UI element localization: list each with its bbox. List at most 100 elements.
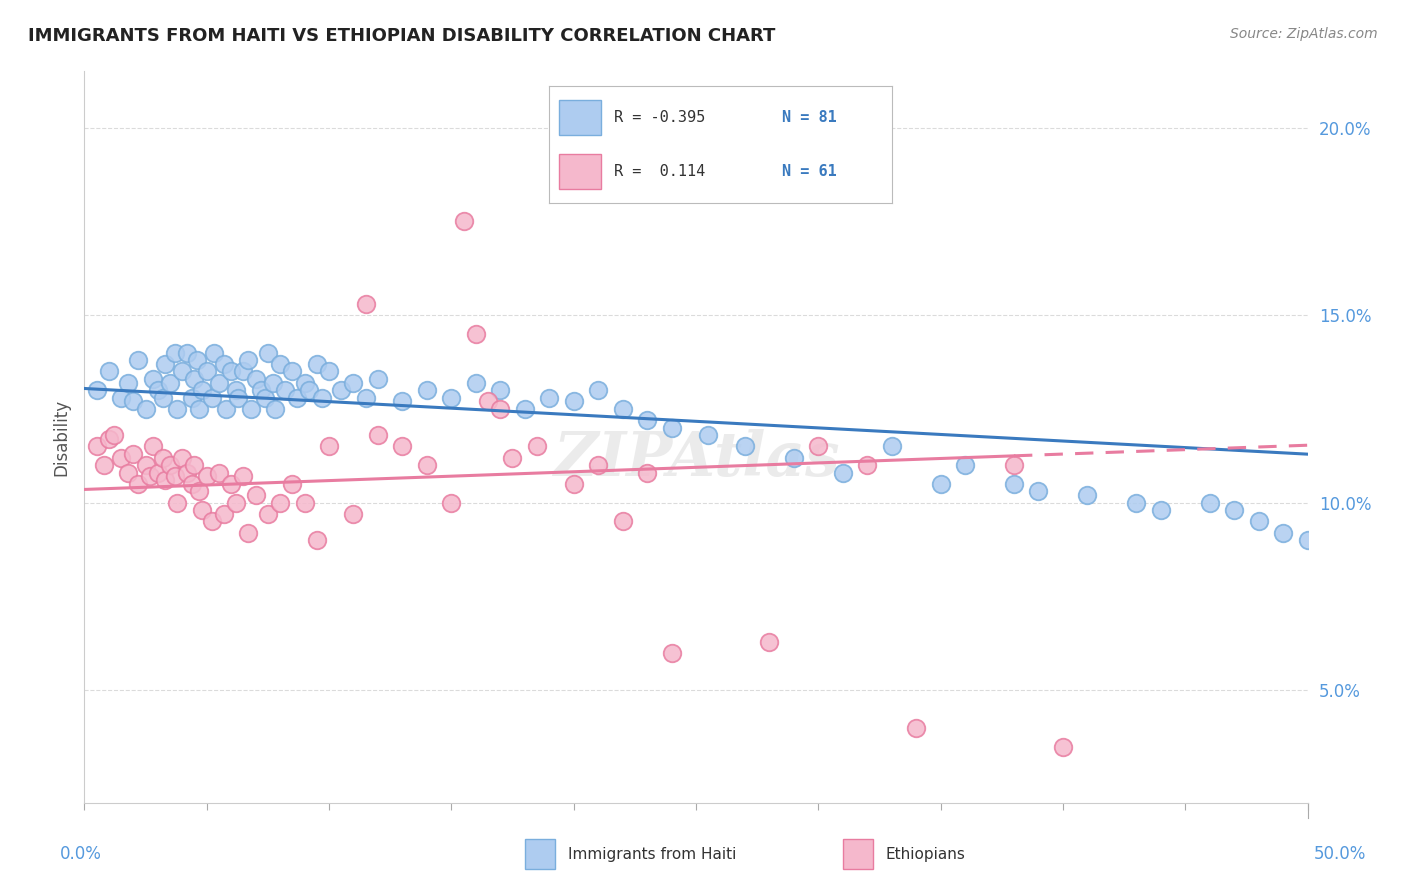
Point bbox=[127, 353, 149, 368]
Point bbox=[636, 466, 658, 480]
Point bbox=[86, 440, 108, 454]
Point bbox=[783, 450, 806, 465]
Point bbox=[318, 440, 340, 454]
Point bbox=[146, 466, 169, 480]
Point bbox=[153, 357, 176, 371]
Point bbox=[294, 496, 316, 510]
Point bbox=[612, 401, 634, 416]
Point bbox=[758, 634, 780, 648]
Point bbox=[208, 376, 231, 390]
Point bbox=[172, 450, 194, 465]
Point bbox=[831, 466, 853, 480]
Point bbox=[127, 477, 149, 491]
Point bbox=[146, 383, 169, 397]
Point bbox=[122, 447, 145, 461]
Point bbox=[219, 477, 242, 491]
Point bbox=[416, 458, 439, 473]
Point bbox=[269, 496, 291, 510]
Point bbox=[489, 383, 512, 397]
Y-axis label: Disability: Disability bbox=[52, 399, 70, 475]
Point bbox=[135, 458, 157, 473]
Point bbox=[225, 383, 247, 397]
Point bbox=[239, 401, 262, 416]
Point bbox=[110, 450, 132, 465]
Point bbox=[225, 496, 247, 510]
Point bbox=[200, 391, 222, 405]
Point bbox=[464, 326, 486, 341]
Point bbox=[153, 473, 176, 487]
Point bbox=[1198, 496, 1220, 510]
Point bbox=[489, 401, 512, 416]
Point bbox=[264, 401, 287, 416]
Point bbox=[97, 432, 120, 446]
Point bbox=[391, 394, 413, 409]
Point bbox=[103, 428, 125, 442]
Point bbox=[1223, 503, 1246, 517]
Point bbox=[195, 364, 218, 378]
Point bbox=[135, 401, 157, 416]
Point bbox=[305, 357, 328, 371]
Point bbox=[97, 364, 120, 378]
Point bbox=[159, 376, 181, 390]
Point bbox=[513, 401, 536, 416]
Point bbox=[142, 372, 165, 386]
Point bbox=[183, 372, 205, 386]
Point bbox=[342, 507, 364, 521]
Point bbox=[586, 383, 609, 397]
Point bbox=[232, 364, 254, 378]
Point bbox=[183, 458, 205, 473]
Point bbox=[697, 428, 720, 442]
Point bbox=[440, 391, 463, 405]
Point bbox=[195, 469, 218, 483]
Text: ZIPAtlas: ZIPAtlas bbox=[553, 429, 839, 489]
Point bbox=[117, 466, 139, 480]
Point bbox=[202, 345, 225, 359]
Point bbox=[139, 469, 162, 483]
Point bbox=[612, 515, 634, 529]
Point bbox=[367, 372, 389, 386]
Point bbox=[163, 345, 186, 359]
Point bbox=[1002, 458, 1025, 473]
Point bbox=[86, 383, 108, 397]
Point bbox=[416, 383, 439, 397]
Point bbox=[880, 440, 903, 454]
Point bbox=[219, 364, 242, 378]
Point bbox=[281, 477, 304, 491]
Point bbox=[172, 364, 194, 378]
Point bbox=[215, 401, 238, 416]
Point bbox=[807, 440, 830, 454]
Point bbox=[122, 394, 145, 409]
Point bbox=[298, 383, 321, 397]
Point bbox=[1125, 496, 1147, 510]
Point bbox=[586, 458, 609, 473]
Point bbox=[538, 391, 561, 405]
Point bbox=[354, 297, 377, 311]
Text: Immigrants from Haiti: Immigrants from Haiti bbox=[568, 847, 735, 862]
Point bbox=[163, 469, 186, 483]
Point bbox=[238, 353, 260, 368]
FancyBboxPatch shape bbox=[524, 839, 555, 869]
Point bbox=[257, 345, 280, 359]
Point bbox=[1052, 739, 1074, 754]
Point bbox=[1076, 488, 1098, 502]
Point bbox=[245, 372, 267, 386]
Point bbox=[254, 391, 277, 405]
Point bbox=[176, 466, 198, 480]
Point bbox=[1150, 503, 1173, 517]
Point bbox=[200, 515, 222, 529]
Point bbox=[274, 383, 297, 397]
Point bbox=[232, 469, 254, 483]
Point bbox=[526, 440, 548, 454]
Point bbox=[318, 364, 340, 378]
Point bbox=[294, 376, 316, 390]
FancyBboxPatch shape bbox=[842, 839, 873, 869]
Point bbox=[228, 391, 250, 405]
Point bbox=[110, 391, 132, 405]
Text: Source: ZipAtlas.com: Source: ZipAtlas.com bbox=[1230, 27, 1378, 41]
Point bbox=[661, 420, 683, 434]
Point bbox=[208, 466, 231, 480]
Point bbox=[734, 440, 756, 454]
Text: Ethiopians: Ethiopians bbox=[886, 847, 966, 862]
Point bbox=[186, 353, 208, 368]
Point bbox=[440, 496, 463, 510]
